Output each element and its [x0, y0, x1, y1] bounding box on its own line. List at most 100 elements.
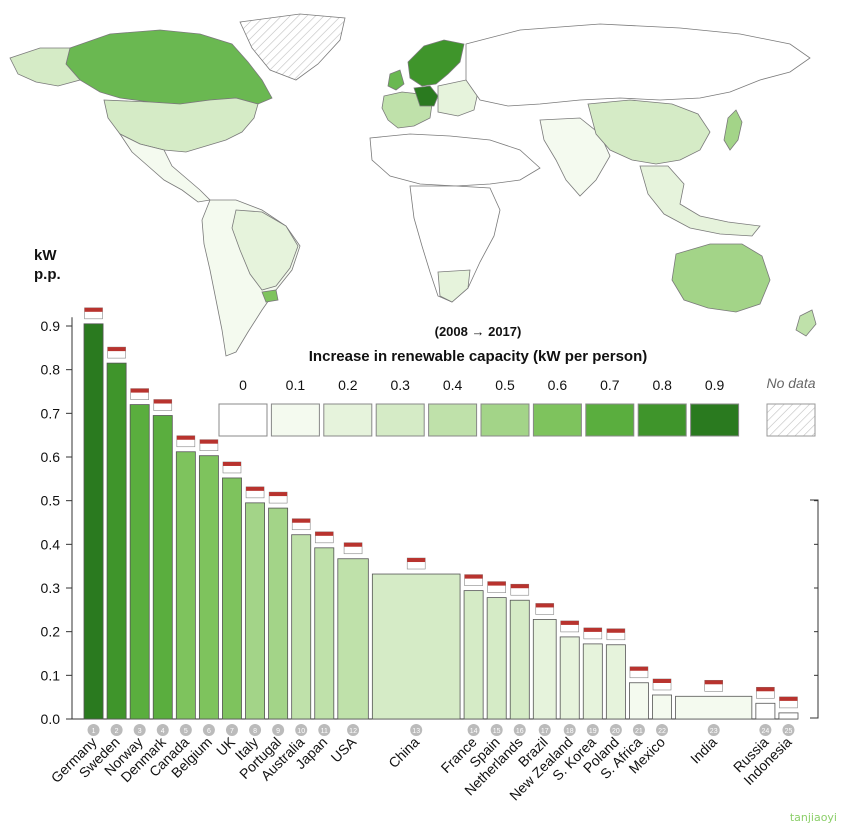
rank-badge	[295, 724, 308, 736]
legend-swatch	[323, 403, 373, 437]
flag-stripe	[246, 486, 265, 491]
bar-netherlands	[509, 599, 530, 720]
legend-swatch	[532, 403, 582, 437]
legend-label: 0.6	[548, 377, 568, 393]
y-tick-label: 0.5	[41, 493, 61, 509]
rank-badge-label: 21	[635, 728, 643, 735]
flag-stripe	[779, 696, 798, 701]
legend-label: 0.3	[390, 377, 410, 393]
bar-s-africa	[629, 682, 649, 720]
map-brazil	[231, 209, 299, 291]
y-tick-label: 0.1	[41, 667, 61, 683]
map-germany	[413, 85, 439, 107]
rank-badge-label: 15	[493, 728, 501, 735]
bar-sweden	[106, 362, 127, 720]
flag-stripe	[84, 307, 103, 312]
rank-badge-label: 25	[785, 728, 793, 735]
rank-badge-label: 11	[321, 728, 328, 735]
rank-badge	[467, 724, 480, 736]
rank-badge-label: 18	[566, 728, 574, 735]
flag-stripe	[199, 439, 218, 444]
rank-badge	[563, 724, 576, 736]
rank-badge-label: 5	[184, 728, 188, 735]
legend-swatch	[690, 403, 740, 437]
rank-badges: 1 2 3 4 5 6 7 8 9 10 11 12 13 14 15 16 17 18 19 20 21 22 23 24 2…	[87, 724, 795, 736]
flag-stripe	[653, 678, 672, 683]
rank-badge-label: 2	[115, 728, 119, 735]
map-russia	[465, 23, 811, 107]
y-axis-unit: kW p.p.	[34, 246, 61, 284]
world-map	[9, 13, 817, 357]
y-tick-label: 0.3	[41, 580, 61, 596]
legend-no-data-label: No data	[766, 375, 815, 391]
y-tick-label: 0.0	[41, 711, 61, 727]
rank-badge	[656, 724, 669, 736]
map-australia	[671, 243, 771, 313]
rank-badge-label: 1	[92, 728, 96, 735]
rank-badge	[318, 724, 331, 736]
legend: 0 0.1 0.2 0.3 0.4 0.5 0.6 0.7 0.8 0.9	[218, 377, 740, 437]
rank-badge-label: 23	[710, 728, 718, 735]
rank-badge	[490, 724, 503, 736]
legend-swatch	[218, 403, 268, 437]
rank-badge	[272, 724, 285, 736]
flag-stripe	[269, 492, 288, 497]
bar-australia	[291, 534, 312, 720]
bar-japan	[314, 547, 335, 720]
flag-stripe	[407, 558, 426, 563]
y-tick-label: 0.9	[41, 318, 61, 334]
bar-france	[463, 590, 484, 720]
rank-badge-label: 20	[612, 728, 620, 735]
map-alaska	[9, 47, 81, 87]
map-uk	[387, 69, 405, 91]
map-southeast-asia	[639, 165, 761, 237]
rank-badge	[759, 724, 772, 736]
bar-s-korea	[582, 643, 603, 720]
bar-canada	[175, 451, 196, 720]
rank-badge-label: 24	[761, 728, 769, 735]
rank-badge	[513, 724, 526, 736]
bar-norway	[129, 404, 150, 720]
flag-stripe	[315, 531, 334, 536]
flag-stripe	[583, 627, 602, 632]
legend-label: 0.8	[652, 377, 672, 393]
map-china	[587, 99, 711, 165]
map-japan	[723, 109, 743, 151]
y-tick-label: 0.4	[41, 536, 61, 552]
map-uruguay	[261, 289, 279, 303]
flag-stripe	[560, 620, 579, 625]
watermark: tanjiaoyi	[789, 811, 837, 824]
legend-label: 0.2	[338, 377, 358, 393]
flags	[84, 307, 798, 709]
flag-stripe	[704, 680, 723, 685]
rank-badge-label: 19	[589, 728, 597, 735]
bar-portugal	[268, 507, 289, 720]
flag-stripe	[629, 666, 648, 671]
rank-badge-label: 13	[412, 728, 420, 735]
bar-usa	[337, 558, 369, 720]
flag-stripe	[153, 399, 172, 404]
rank-badge-label: 4	[161, 728, 165, 735]
y-tick-label: 0.7	[41, 405, 61, 421]
flag-stripe	[344, 542, 363, 547]
bar-china	[371, 573, 461, 720]
y-axis-unit-line2: p.p.	[34, 266, 61, 283]
rank-badge	[586, 724, 599, 736]
rank-badge-label: 16	[516, 728, 524, 735]
bar-belgium	[198, 455, 219, 720]
map-scandinavia	[407, 39, 465, 87]
rank-badge-label: 14	[470, 728, 478, 735]
legend-label: 0.1	[286, 377, 306, 393]
rank-badge	[410, 724, 423, 736]
legend-label: 0.7	[600, 377, 620, 393]
rank-badge-label: 10	[297, 728, 305, 735]
bar-india	[675, 695, 753, 720]
rank-badge-label: 3	[138, 728, 142, 735]
rank-badge	[632, 724, 645, 736]
map-south-africa	[437, 269, 471, 303]
rank-badge	[110, 724, 123, 736]
map-north-africa	[369, 133, 541, 187]
legend-label: 0.5	[495, 377, 515, 393]
legend-swatch	[270, 403, 320, 437]
